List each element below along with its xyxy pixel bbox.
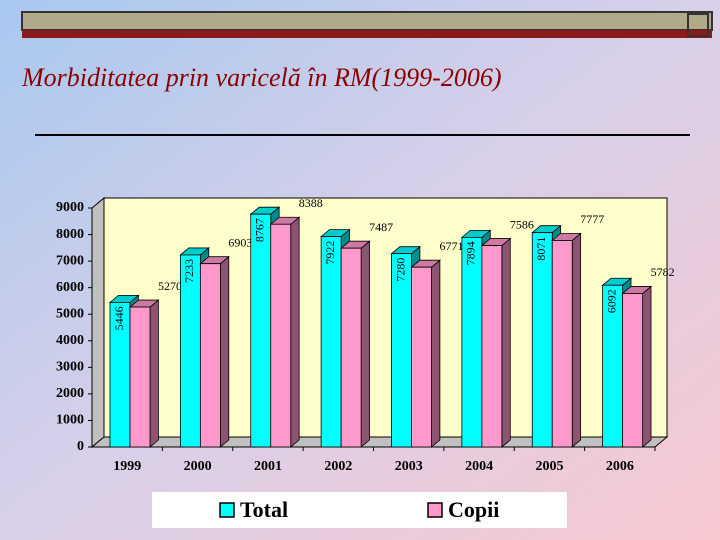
bar bbox=[622, 293, 644, 448]
value-label: 7922 bbox=[323, 241, 337, 265]
legend-swatch bbox=[219, 502, 235, 518]
bar bbox=[129, 306, 151, 448]
bar-side bbox=[431, 259, 441, 448]
x-tick-label: 2004 bbox=[465, 459, 493, 474]
bar-side bbox=[501, 237, 511, 448]
x-tick-label: 2001 bbox=[254, 459, 282, 474]
bar bbox=[551, 240, 573, 448]
bar bbox=[531, 232, 553, 448]
value-label: 6903 bbox=[228, 235, 252, 249]
bar-side bbox=[571, 232, 582, 448]
value-label: 7280 bbox=[393, 258, 407, 282]
value-label: 5446 bbox=[112, 306, 126, 330]
value-label: 7586 bbox=[510, 217, 534, 231]
header-bar bbox=[21, 11, 713, 31]
value-label: 8388 bbox=[299, 196, 323, 210]
x-tick-label: 2005 bbox=[535, 459, 563, 474]
legend-swatch bbox=[427, 502, 443, 518]
bar bbox=[340, 247, 362, 448]
value-label: 7487 bbox=[369, 220, 393, 234]
side-wall bbox=[91, 196, 105, 449]
y-tick-label: 2000 bbox=[56, 386, 84, 401]
bar bbox=[320, 236, 342, 448]
bar bbox=[461, 236, 483, 448]
y-tick-label: 6000 bbox=[56, 280, 84, 295]
bar-side bbox=[149, 299, 159, 448]
bar bbox=[391, 253, 412, 448]
bar-side bbox=[290, 216, 300, 448]
bar bbox=[481, 245, 503, 448]
bar bbox=[199, 263, 221, 448]
x-tick-label: 2006 bbox=[606, 459, 634, 474]
chart-title: Morbiditatea prin varicelă în RM(1999-20… bbox=[21, 63, 501, 92]
bar-side bbox=[360, 240, 370, 448]
y-tick-label: 7000 bbox=[56, 253, 84, 268]
bar bbox=[411, 266, 432, 448]
legend bbox=[152, 492, 567, 528]
y-tick-label: 8000 bbox=[56, 227, 84, 242]
value-label: 8767 bbox=[253, 218, 267, 242]
y-tick-label: 5000 bbox=[56, 306, 84, 321]
value-label: 7777 bbox=[580, 212, 604, 226]
y-tick-label: 0 bbox=[77, 439, 84, 454]
bar-side bbox=[219, 255, 230, 448]
x-tick-label: 2002 bbox=[324, 459, 352, 474]
value-label: 7233 bbox=[182, 259, 196, 283]
bar bbox=[270, 223, 292, 448]
header-stripe bbox=[22, 30, 712, 38]
bar-side bbox=[642, 285, 652, 448]
y-tick-label: 3000 bbox=[56, 360, 84, 375]
x-tick-label: 2000 bbox=[184, 459, 212, 474]
value-label: 6771 bbox=[440, 239, 464, 253]
x-tick-label: 1999 bbox=[113, 459, 141, 474]
chart: 0 1000 2000 3000 4000 5000 6000 7000 8000 9000 199… bbox=[56, 196, 675, 474]
header-square bbox=[687, 13, 709, 37]
y-tick-label: 9000 bbox=[56, 200, 84, 215]
legend-label: Total bbox=[240, 497, 288, 522]
value-label: 5782 bbox=[651, 265, 675, 279]
y-tick-label: 1000 bbox=[56, 413, 84, 428]
bar bbox=[250, 213, 272, 448]
x-tick-label: 2003 bbox=[395, 459, 423, 474]
legend-label: Copii bbox=[448, 497, 499, 522]
value-label: 7894 bbox=[464, 241, 478, 265]
value-label: 5270 bbox=[158, 279, 182, 293]
y-tick-label: 4000 bbox=[56, 333, 84, 348]
value-label: 8071 bbox=[534, 237, 548, 261]
value-label: 6092 bbox=[604, 289, 618, 313]
